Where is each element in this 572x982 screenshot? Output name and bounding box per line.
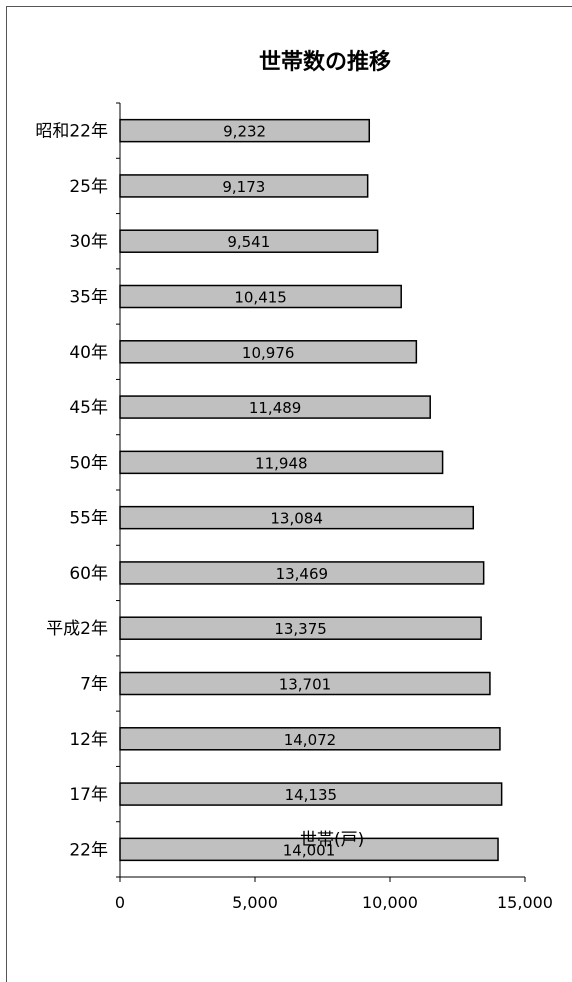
bar: [119, 284, 402, 309]
bar: [119, 727, 501, 751]
bar-value-label: 14,001: [283, 841, 336, 859]
bar-value-label: 10,976: [242, 344, 295, 362]
bar-value-label: 11,948: [255, 454, 308, 472]
category-label: 30年: [69, 232, 108, 252]
bar: [119, 174, 369, 198]
bar-value-label: 13,469: [276, 565, 329, 583]
x-tick-label: 5,000: [232, 893, 278, 912]
bar-value-label: 10,415: [234, 289, 287, 307]
category-label: 60年: [69, 564, 108, 584]
category-label: 55年: [69, 509, 108, 529]
bar: [119, 616, 482, 640]
bar-value-label: 9,232: [223, 123, 266, 141]
bar: [119, 340, 418, 364]
bar: [119, 395, 431, 419]
x-tick-label: 10,000: [362, 893, 418, 912]
bar-value-label: 13,701: [279, 676, 332, 694]
x-tick-label: 15,000: [497, 893, 553, 912]
bar-value-label: 14,072: [284, 731, 337, 749]
category-label: 昭和22年: [35, 122, 108, 142]
chart-frame: [6, 6, 572, 982]
category-label: 17年: [69, 785, 108, 805]
bar-value-label: 11,489: [249, 399, 302, 417]
x-tick-label: 0: [115, 893, 125, 912]
category-label: 12年: [69, 730, 108, 750]
category-label: 45年: [69, 398, 108, 418]
bar-value-label: 9,541: [227, 233, 270, 251]
bar: [119, 561, 485, 585]
x-axis-label: 世帯(戸): [300, 830, 365, 850]
bar: [119, 118, 371, 143]
bar: [119, 505, 475, 530]
bar: [119, 671, 491, 696]
chart-title: 世帯数の推移: [258, 50, 391, 75]
bar: [119, 837, 499, 862]
category-label: 40年: [69, 343, 108, 363]
bar-value-label: 13,084: [270, 510, 323, 528]
category-label: 35年: [69, 288, 108, 308]
category-label: 50年: [69, 453, 108, 473]
bar: [119, 782, 503, 806]
bar: [119, 229, 379, 253]
bar-value-label: 13,375: [274, 620, 327, 638]
bar-value-label: 9,173: [222, 178, 265, 196]
category-label: 25年: [69, 177, 108, 197]
category-label: 22年: [69, 840, 108, 860]
category-label: 平成2年: [46, 619, 108, 639]
bar-value-label: 14,135: [285, 786, 338, 804]
category-label: 7年: [80, 675, 108, 695]
bar: [119, 450, 444, 475]
